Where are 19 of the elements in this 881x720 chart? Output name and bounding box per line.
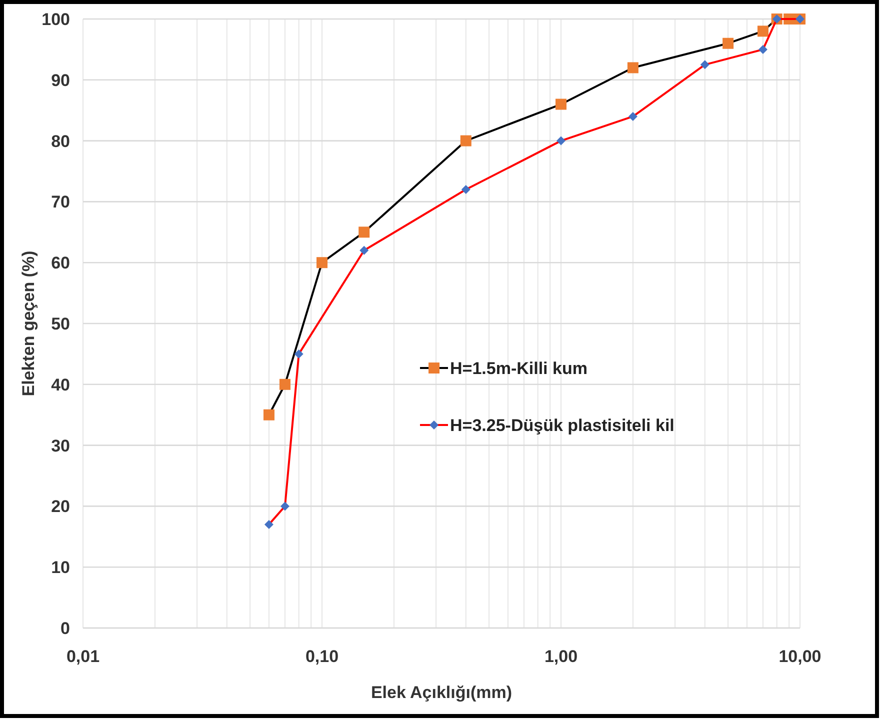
y-tick-label: 80 [51, 132, 70, 151]
legend-label: H=1.5m-Killi kum [450, 359, 588, 378]
y-tick-label: 10 [51, 558, 70, 578]
y-tick-label: 60 [51, 254, 70, 273]
y-tick-label: 30 [51, 436, 70, 456]
y-tick-label: 20 [51, 497, 70, 516]
y-axis-title: Elekten geçen (%) [19, 250, 38, 396]
legend-label: H=3.25-Düşük plastisiteli kil [450, 416, 674, 435]
y-tick-label: 50 [51, 314, 70, 334]
x-tick-label: 0,10 [305, 647, 339, 666]
x-tick-label: 1,00 [544, 647, 578, 666]
x-axis-title: Elek Açıklığı(mm) [370, 683, 512, 702]
y-tick-label: 40 [51, 375, 70, 394]
y-tick-label: 90 [51, 70, 70, 90]
y-tick-label: 0 [60, 619, 70, 638]
x-tick-label: 0,01 [66, 647, 100, 666]
y-tick-label: 100 [42, 10, 70, 29]
y-tick-label: 70 [51, 192, 70, 212]
x-tick-label: 10,00 [778, 647, 822, 666]
